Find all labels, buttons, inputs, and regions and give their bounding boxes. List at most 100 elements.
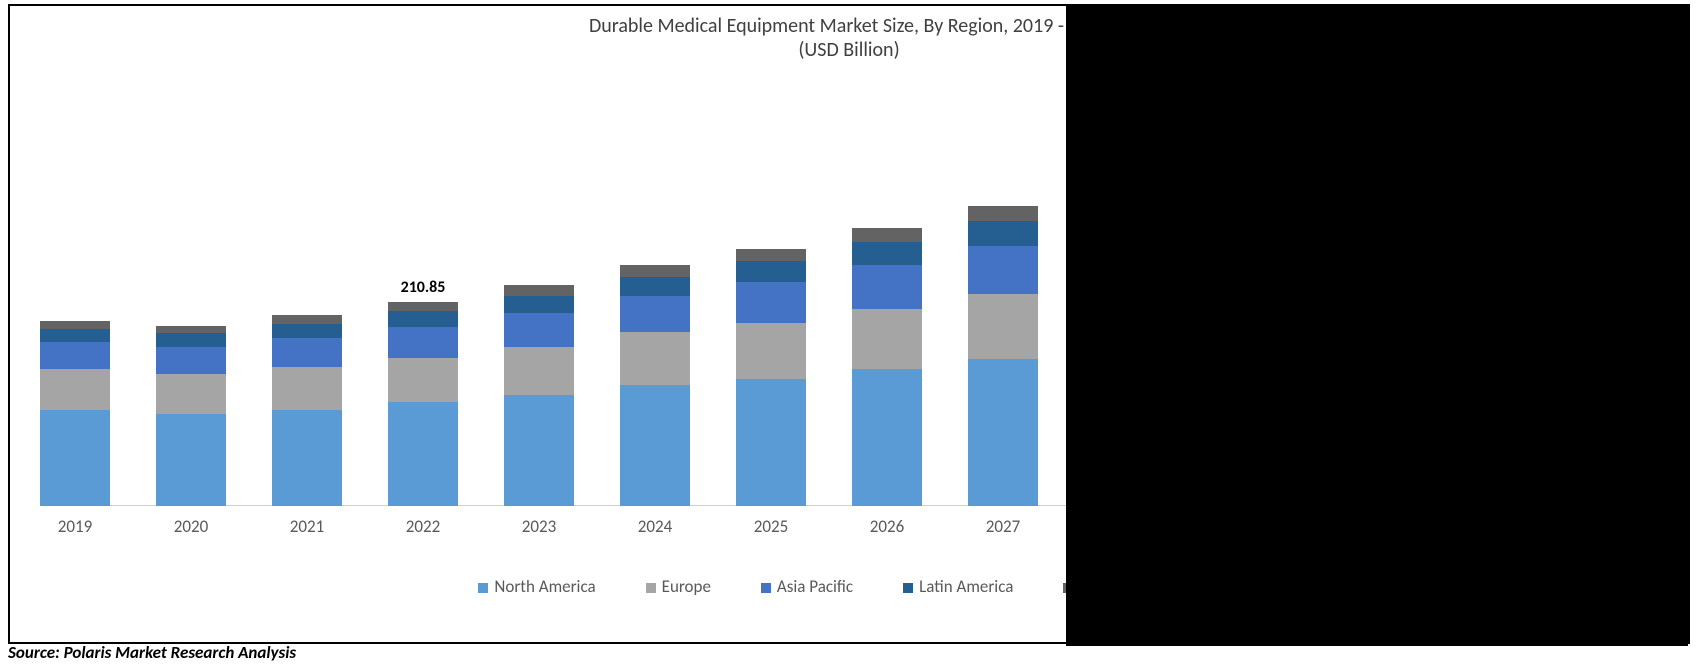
x-axis-label: 2027 xyxy=(968,516,1038,537)
bar-segment xyxy=(852,242,922,265)
x-axis-label: 2024 xyxy=(620,516,690,537)
bar-group xyxy=(1432,109,1502,506)
bar-segment xyxy=(40,410,110,506)
bar-group: 210.85 xyxy=(388,302,458,506)
bar-segment xyxy=(1548,76,1618,95)
bar-segment xyxy=(1200,337,1270,506)
chart-legend: North America Europe Asia Pacific Latin Ame… xyxy=(10,576,1688,597)
bar-segment xyxy=(1084,200,1154,227)
bar-segment xyxy=(504,313,574,347)
bar-segment xyxy=(156,347,226,374)
bar-segment xyxy=(1316,246,1386,328)
bar-segment xyxy=(1548,130,1618,207)
bar-segment xyxy=(1432,229,1502,318)
bar-group xyxy=(272,315,342,506)
legend-item: Latin America xyxy=(903,576,1013,597)
bar-segment xyxy=(1316,328,1386,506)
bar-segment xyxy=(156,374,226,414)
legend-swatch xyxy=(1063,583,1073,593)
bar-group xyxy=(1200,159,1270,506)
bar-segment xyxy=(156,326,226,334)
bar-segment xyxy=(40,342,110,369)
bar-group xyxy=(1548,76,1618,506)
bar-group xyxy=(852,228,922,506)
x-axis-label: 2023 xyxy=(504,516,574,537)
bar-segment xyxy=(272,410,342,506)
bar-segment xyxy=(852,369,922,506)
legend-label: Europe xyxy=(662,576,711,597)
bar-segment xyxy=(1548,95,1618,130)
bar-segment xyxy=(620,265,690,277)
bar-segment xyxy=(1200,204,1270,262)
bar-segment xyxy=(1316,134,1386,151)
bar-segment xyxy=(504,395,574,506)
bar-segment xyxy=(620,296,690,333)
bar-segment xyxy=(1432,160,1502,229)
bar-segment xyxy=(736,323,806,379)
bar-segment xyxy=(388,311,458,326)
bar-group xyxy=(504,285,574,506)
bar-segment xyxy=(156,333,226,346)
plot-area: 210.85 xyxy=(40,76,1662,506)
bar-segment xyxy=(1200,262,1270,337)
chart-title-line2: (USD Billion) xyxy=(10,38,1688,62)
bar-segment xyxy=(852,228,922,241)
bar-segment xyxy=(40,329,110,342)
x-axis-label: 2031 xyxy=(1432,516,1502,537)
chart-title-line1: Durable Medical Equipment Market Size, B… xyxy=(10,14,1688,38)
bar-segment xyxy=(736,249,806,262)
bar-segment xyxy=(1316,182,1386,246)
x-axis-label: 2021 xyxy=(272,516,342,537)
bar-segment xyxy=(968,246,1038,294)
bar-segment xyxy=(1084,185,1154,200)
bar-data-label: 210.85 xyxy=(388,278,458,297)
x-axis-label: 2025 xyxy=(736,516,806,537)
x-axis-label: 2032 xyxy=(1548,516,1618,537)
bar-group xyxy=(40,321,110,506)
bar-segment xyxy=(736,282,806,322)
bar-segment xyxy=(1432,318,1502,506)
bar-segment xyxy=(40,369,110,409)
bar-segment xyxy=(620,332,690,385)
legend-item: Middle East & Africa xyxy=(1063,576,1219,597)
bar-segment xyxy=(504,347,574,395)
bar-segment xyxy=(736,379,806,506)
chart-title-block: Durable Medical Equipment Market Size, B… xyxy=(10,6,1688,62)
source-attribution: Source: Polaris Market Research Analysis xyxy=(8,642,296,663)
bar-segment xyxy=(852,265,922,309)
bar-segment xyxy=(1084,227,1154,280)
bar-group xyxy=(736,249,806,506)
bar-segment xyxy=(504,285,574,296)
bar-segment xyxy=(1084,350,1154,506)
bar-group xyxy=(1316,134,1386,506)
bar-segment xyxy=(272,315,342,324)
bar-segment xyxy=(1548,304,1618,506)
legend-swatch xyxy=(761,583,771,593)
bar-segment xyxy=(1200,175,1270,204)
bar-group xyxy=(1084,185,1154,506)
bar-group xyxy=(968,206,1038,506)
legend-label: Latin America xyxy=(919,576,1013,597)
bar-segment xyxy=(968,206,1038,220)
x-axis-label: 2019 xyxy=(40,516,110,537)
bar-segment xyxy=(1432,127,1502,160)
legend-item: Asia Pacific xyxy=(761,576,853,597)
bar-segment xyxy=(1200,159,1270,175)
bar-segment xyxy=(1548,207,1618,303)
legend-item: North America xyxy=(478,576,595,597)
legend-label: Asia Pacific xyxy=(777,576,853,597)
x-axis-label: 2022 xyxy=(388,516,458,537)
x-axis-label: 2026 xyxy=(852,516,922,537)
bar-segment xyxy=(620,385,690,506)
bar-segment xyxy=(852,309,922,369)
bar-segment xyxy=(272,338,342,367)
bar-segment xyxy=(1316,151,1386,182)
bar-segment xyxy=(156,414,226,506)
legend-swatch xyxy=(646,583,656,593)
legend-item: Europe xyxy=(646,576,711,597)
x-axis-label: 2029 xyxy=(1200,516,1270,537)
bar-segment xyxy=(272,324,342,338)
chart-frame: Durable Medical Equipment Market Size, B… xyxy=(8,4,1690,644)
bar-segment xyxy=(620,277,690,296)
bar-group xyxy=(620,265,690,506)
